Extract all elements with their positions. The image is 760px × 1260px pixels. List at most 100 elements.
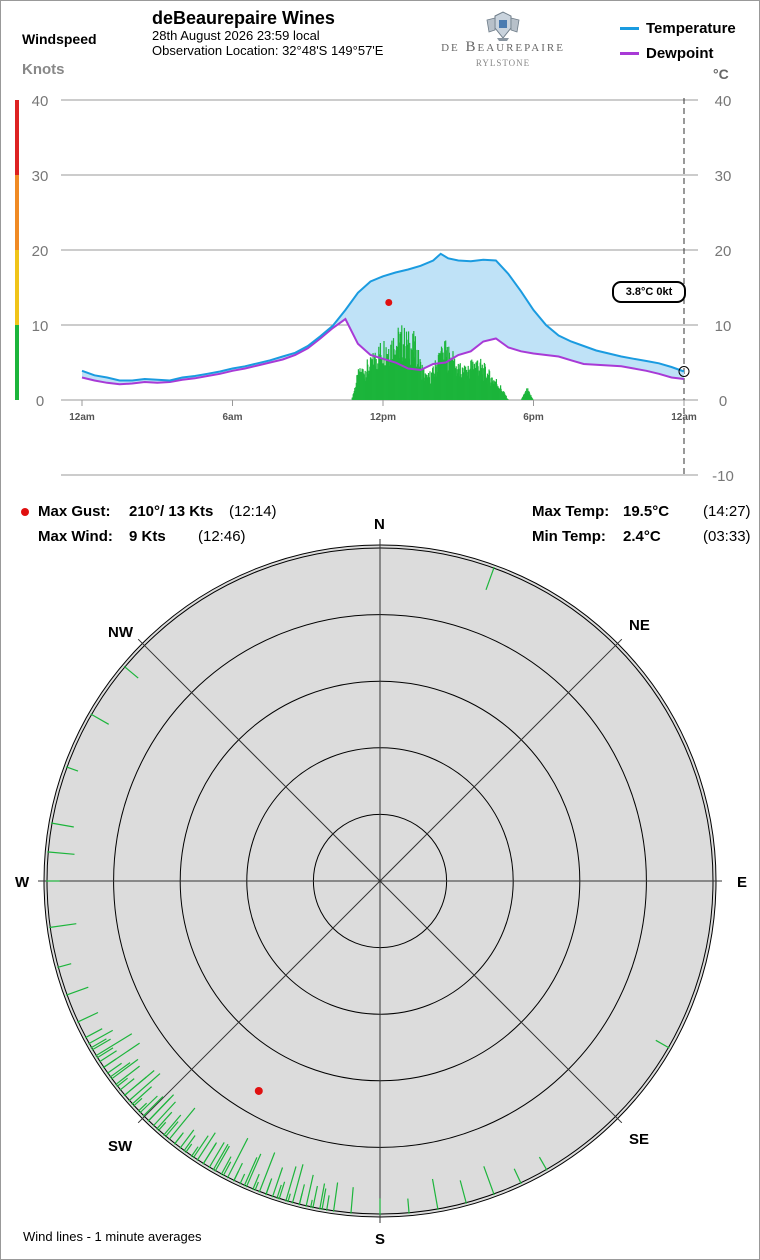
- gust-marker-icon: [21, 508, 29, 516]
- wind-direction-line: [276, 1184, 282, 1199]
- wind-direction-line: [538, 1156, 548, 1171]
- right-tick-label: -10: [712, 468, 734, 485]
- wind-direction-line: [185, 1143, 193, 1153]
- wind-direction-line: [226, 1137, 249, 1179]
- left-tick-label: 10: [32, 318, 49, 335]
- footer-note: Wind lines - 1 minute averages: [23, 1229, 202, 1244]
- polar-max-gust-marker: [254, 1086, 263, 1095]
- dewpoint-line: [81, 317, 685, 386]
- wind-direction-line: [208, 1142, 225, 1169]
- wind-bars: [351, 325, 534, 400]
- wind-direction-line: [326, 1195, 330, 1211]
- wind-direction-line: [90, 1038, 107, 1049]
- wind-color-scale: [15, 100, 19, 400]
- wind-direction-line: [243, 1157, 258, 1187]
- station-title: deBeaurepaire Wines: [152, 8, 335, 28]
- wind-direction-line: [109, 1062, 131, 1078]
- max-gust-value: 210°/ 13 Kts: [129, 503, 214, 520]
- compass-label-se: SE: [629, 1131, 650, 1148]
- wind-direction-line: [212, 1143, 229, 1171]
- wind-direction-line: [271, 1167, 284, 1198]
- wind-direction-line: [168, 1107, 196, 1141]
- wind-direction-line: [91, 1038, 111, 1051]
- logo-subtitle: RYLSTONE: [475, 58, 531, 68]
- wind-direction-line: [350, 1187, 354, 1214]
- series-lines: [81, 252, 690, 386]
- compass-label-ne: NE: [629, 617, 650, 634]
- max-wind-value: 9 Kts: [129, 528, 166, 545]
- temperature-fill: [82, 253, 684, 385]
- wind-direction-line: [102, 1042, 140, 1069]
- left-axis-title: Windspeed: [22, 31, 97, 47]
- wind-direction-line: [84, 1028, 103, 1039]
- wind-direction-line: [137, 1102, 148, 1112]
- scale-band: [15, 100, 19, 175]
- compass-label-s: S: [375, 1231, 386, 1248]
- wind-direction-line: [50, 822, 74, 828]
- wind-direction-line: [483, 1166, 495, 1196]
- polar-chart: [38, 539, 722, 1223]
- max-temp-value: 19.5°C: [623, 503, 670, 520]
- wind-direction-line: [152, 1101, 176, 1127]
- wind-direction-line: [173, 1134, 183, 1145]
- wind-direction-line: [88, 1029, 113, 1045]
- wind-direction-line: [142, 1096, 164, 1117]
- compass-label-n: N: [374, 516, 385, 533]
- wind-direction-line: [196, 1132, 216, 1161]
- polar-spoke: [137, 638, 623, 1124]
- wind-direction-line: [245, 1153, 262, 1188]
- observation-datetime: 28th August 2026 23:59 local: [152, 28, 320, 43]
- max-gust-time: (12:14): [229, 503, 277, 520]
- x-tick-label: 12pm: [370, 412, 396, 423]
- wind-direction-line: [202, 1143, 217, 1165]
- wind-direction-line: [95, 1033, 133, 1057]
- wind-direction-line: [285, 1166, 297, 1202]
- brand-logo: de Beaurepaire RYLSTONE: [420, 10, 586, 70]
- left-tick-label: 30: [32, 168, 49, 185]
- wind-direction-line: [164, 1121, 179, 1138]
- wind-direction-line: [305, 1174, 314, 1207]
- crest-icon: [486, 11, 520, 41]
- scale-band: [15, 325, 19, 400]
- legend-swatch-temperature: [620, 27, 639, 30]
- wind-direction-line: [49, 923, 77, 929]
- x-tick-label: 12am: [671, 412, 697, 423]
- min-temp-label: Min Temp:: [532, 528, 606, 545]
- wind-direction-line: [407, 1198, 410, 1214]
- wind-direction-line: [96, 1047, 114, 1059]
- compass-label-e: E: [737, 874, 748, 891]
- wind-direction-line: [110, 1058, 139, 1080]
- right-tick-label: 30: [715, 168, 732, 185]
- wind-direction-line: [131, 1086, 153, 1105]
- max-temp-time: (14:27): [703, 503, 751, 520]
- wind-direction-line: [192, 1135, 209, 1159]
- observation-location: Observation Location: 32°48'S 149°57'E: [152, 43, 384, 58]
- legend-label-dewpoint: Dewpoint: [646, 45, 714, 62]
- wind-direction-line: [98, 1050, 117, 1063]
- wind-direction-line: [179, 1129, 195, 1149]
- wind-direction-line: [287, 1193, 291, 1203]
- wind-direction-line: [163, 1114, 182, 1136]
- axis-ticks: 0 10 20 30 40 40 30 20 10 0 -10 12am 6am 12pm 6pm 12am: [32, 93, 734, 485]
- wind-direction-line: [312, 1185, 318, 1209]
- compass-label-nw: NW: [108, 624, 133, 641]
- wind-direction-line: [459, 1180, 467, 1204]
- wind-direction-line: [655, 1039, 670, 1049]
- right-axis-unit: °C: [713, 66, 729, 82]
- compass-label-sw: SW: [108, 1138, 133, 1155]
- wind-direction-line: [77, 1011, 99, 1023]
- wind-direction-line: [298, 1184, 305, 1206]
- temperature-line: [81, 252, 685, 382]
- min-temp-value: 2.4°C: [623, 528, 661, 545]
- wind-direction-line: [220, 1156, 232, 1176]
- left-tick-label: 40: [32, 93, 49, 110]
- wind-direction-line: [132, 1097, 143, 1107]
- wind-direction-line: [254, 1181, 259, 1191]
- left-tick-label: 20: [32, 243, 49, 260]
- wind-direction-line: [222, 1161, 232, 1177]
- scale-band: [15, 175, 19, 250]
- wind-direction-line: [190, 1146, 199, 1157]
- wind-direction-line: [485, 566, 495, 591]
- min-temp-time: (03:33): [703, 528, 751, 545]
